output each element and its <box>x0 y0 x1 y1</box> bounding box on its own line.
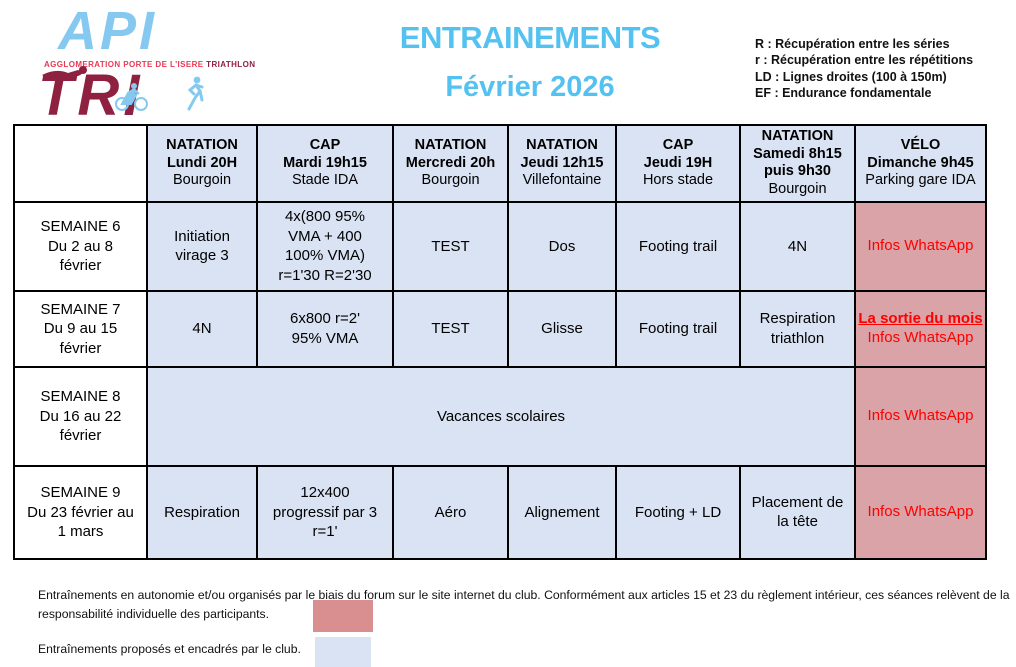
header-row: NATATION Lundi 20H Bourgoin CAP Mardi 19… <box>13 124 987 203</box>
cell-week9-natation-lundi: Respiration <box>146 464 258 560</box>
cell-week9-natation-samedi: Placement de la tête <box>739 464 856 560</box>
abbreviation-legend: R : Récupération entre les séries r : Ré… <box>755 36 973 101</box>
header-location: Bourgoin <box>421 172 480 189</box>
header-title: NATATION Mercredi 20h <box>405 136 496 171</box>
week9-label: SEMAINE 9 Du 23 février au 1 mars <box>13 464 148 560</box>
header-natation-jeudi: NATATION Jeudi 12h15 Villefontaine <box>507 124 617 203</box>
cell-week9-cap-jeudi: Footing + LD <box>615 464 741 560</box>
training-schedule-table: NATATION Lundi 20H Bourgoin CAP Mardi 19… <box>13 124 987 560</box>
corner-cell <box>13 124 148 203</box>
header-title: NATATION Jeudi 12h15 <box>520 136 604 171</box>
week6-label: SEMAINE 6 Du 2 au 8 février <box>13 200 148 292</box>
swimmer-icon <box>42 64 96 80</box>
header-title: CAP Mardi 19h15 <box>283 136 367 171</box>
club-logo: API AGGLOMERATION PORTE DE L'ISERE TRIAT… <box>36 1 255 124</box>
cell-week9-natation-mercredi: Aéro <box>392 464 509 560</box>
cell-week7-velo: La sortie du mois Infos WhatsApp <box>854 289 987 368</box>
header-location: Parking gare IDA <box>865 172 976 189</box>
week7-row: SEMAINE 7 Du 9 au 15 février 4N 6x800 r=… <box>13 289 987 368</box>
header-title: NATATION Samedi 8h15 puis 9h30 <box>753 128 842 180</box>
header-location: Bourgoin <box>172 172 232 189</box>
header-location: Bourgoin <box>768 181 827 198</box>
header-cap-mardi: CAP Mardi 19h15 Stade IDA <box>256 124 394 203</box>
cell-week9-cap-mardi: 12x400 progressif par 3 r=1' <box>256 464 394 560</box>
header-title: CAP Jeudi 19H <box>643 136 713 171</box>
footer-autonomy-text: Entraînements en autonomie et/ou organis… <box>38 588 1010 621</box>
logo-subtitle-text: AGGLOMERATION PORTE DE L'ISERE <box>44 60 207 70</box>
cell-week9-velo: Infos WhatsApp <box>854 464 987 560</box>
cell-week6-velo: Infos WhatsApp <box>854 200 987 292</box>
logo-subtitle-accent: TRIATHLON <box>206 60 256 70</box>
legend-line-ld: LD : Lignes droites (100 à 150m) <box>755 69 947 84</box>
legend-line-r: R : Récupération entre les séries <box>755 37 950 51</box>
cell-week7-cap-jeudi: Footing trail <box>615 289 741 368</box>
header-location: Villefontaine <box>522 172 602 189</box>
cell-week6-cap-mardi: 4x(800 95% VMA + 400 100% VMA) r=1'30 R=… <box>256 200 394 292</box>
cell-week8-velo: Infos WhatsApp <box>854 365 987 467</box>
header-velo-dimanche: VÉLO Dimanche 9h45 Parking gare IDA <box>854 124 987 203</box>
cyclist-icon <box>114 82 148 112</box>
cell-week6-natation-jeudi: Dos <box>507 200 617 292</box>
cell-week7-natation-lundi: 4N <box>146 289 258 368</box>
week9-row: SEMAINE 9 Du 23 février au 1 mars Respir… <box>13 464 987 560</box>
cell-week8-vacances: Vacances scolaires <box>146 365 856 467</box>
cell-week7-natation-mercredi: TEST <box>392 289 509 368</box>
week7-label: SEMAINE 7 Du 9 au 15 février <box>13 289 148 368</box>
cell-week7-natation-jeudi: Glisse <box>507 289 617 368</box>
cell-week7-natation-samedi: Respiration triathlon <box>739 289 856 368</box>
header-natation-lundi: NATATION Lundi 20H Bourgoin <box>146 124 258 203</box>
header-cap-jeudi: CAP Jeudi 19H Hors stade <box>615 124 741 203</box>
cell-week9-natation-jeudi: Alignement <box>507 464 617 560</box>
sortie-du-mois-link[interactable]: La sortie du mois <box>858 310 983 327</box>
header-natation-samedi: NATATION Samedi 8h15 puis 9h30 Bourgoin <box>739 124 856 203</box>
header-title: VÉLO Dimanche 9h45 <box>867 136 974 171</box>
header-natation-mercredi: NATATION Mercredi 20h Bourgoin <box>392 124 509 203</box>
page-title: ENTRAINEMENTS Février 2026 <box>330 20 730 104</box>
infos-whatsapp-text: Infos WhatsApp <box>867 328 974 346</box>
club-color-swatch <box>315 637 371 667</box>
week8-row: SEMAINE 8 Du 16 au 22 février Vacances s… <box>13 365 987 467</box>
week8-label: SEMAINE 8 Du 16 au 22 février <box>13 365 148 467</box>
cell-week6-natation-mercredi: TEST <box>392 200 509 292</box>
header-location: Hors stade <box>642 172 714 189</box>
title-entrainements: ENTRAINEMENTS <box>399 20 661 55</box>
cell-week6-natation-samedi: 4N <box>739 200 856 292</box>
footer-club-text: Entraînements proposés et encadrés par l… <box>38 642 301 656</box>
logo-api-text: API <box>58 1 158 61</box>
header-location: Stade IDA <box>291 172 359 189</box>
legend-line-r-small: r : Récupération entre les répétitions <box>755 53 974 68</box>
runner-icon <box>184 76 206 112</box>
cell-week7-cap-mardi: 6x800 r=2' 95% VMA <box>256 289 394 368</box>
cell-week6-natation-lundi: Initiation virage 3 <box>146 200 258 292</box>
header-title: NATATION Lundi 20H <box>166 136 238 171</box>
autonomy-color-swatch <box>313 600 373 632</box>
logo-subtitle: AGGLOMERATION PORTE DE L'ISERE TRIATHLON <box>44 60 255 70</box>
legend-line-ef: EF : Endurance fondamentale <box>755 85 932 100</box>
cell-week6-cap-jeudi: Footing trail <box>615 200 741 292</box>
title-month: Février 2026 <box>445 71 615 103</box>
week6-row: SEMAINE 6 Du 2 au 8 février Initiation v… <box>13 200 987 292</box>
